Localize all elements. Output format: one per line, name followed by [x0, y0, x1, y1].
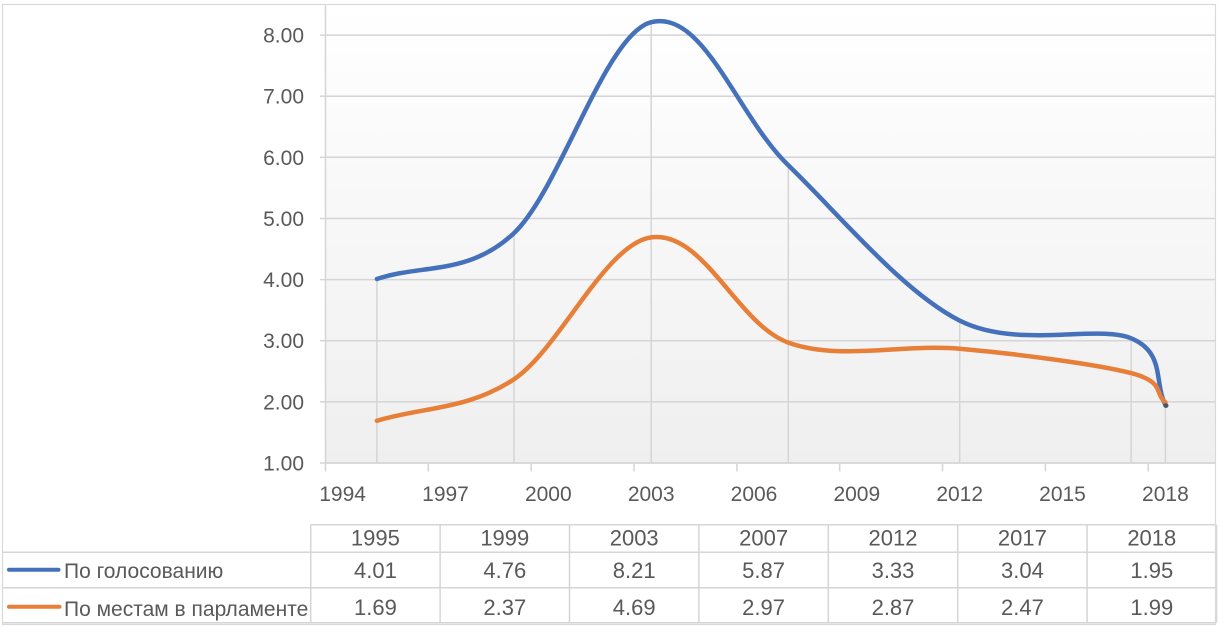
- svg-text:2003: 2003: [610, 525, 659, 550]
- svg-text:3.04: 3.04: [1001, 558, 1044, 583]
- svg-text:1.69: 1.69: [354, 595, 397, 620]
- svg-text:2.47: 2.47: [1001, 595, 1044, 620]
- svg-text:4.76: 4.76: [483, 558, 526, 583]
- svg-text:5.87: 5.87: [742, 558, 785, 583]
- svg-text:2018: 2018: [1142, 483, 1189, 506]
- svg-text:2007: 2007: [739, 525, 788, 550]
- svg-text:4.01: 4.01: [354, 558, 397, 583]
- svg-text:1.00: 1.00: [263, 453, 304, 476]
- svg-text:2000: 2000: [525, 483, 572, 506]
- svg-text:3.33: 3.33: [872, 558, 915, 583]
- svg-text:2018: 2018: [1127, 525, 1176, 550]
- svg-text:3.00: 3.00: [263, 330, 304, 353]
- svg-text:6.00: 6.00: [263, 147, 304, 170]
- svg-text:2.00: 2.00: [263, 391, 304, 414]
- svg-text:8.00: 8.00: [263, 25, 304, 48]
- svg-text:1.99: 1.99: [1130, 595, 1173, 620]
- svg-text:1995: 1995: [351, 525, 400, 550]
- svg-text:2012: 2012: [869, 525, 918, 550]
- svg-text:2006: 2006: [731, 483, 778, 506]
- svg-text:4.69: 4.69: [613, 595, 656, 620]
- svg-text:2012: 2012: [936, 483, 983, 506]
- svg-text:2.37: 2.37: [483, 595, 526, 620]
- svg-text:2003: 2003: [628, 483, 675, 506]
- svg-text:1.95: 1.95: [1130, 558, 1173, 583]
- svg-text:2017: 2017: [998, 525, 1047, 550]
- svg-text:2015: 2015: [1039, 483, 1086, 506]
- svg-text:1994: 1994: [319, 483, 366, 506]
- svg-text:1997: 1997: [422, 483, 469, 506]
- svg-text:7.00: 7.00: [263, 86, 304, 109]
- svg-text:5.00: 5.00: [263, 208, 304, 231]
- svg-text:8.21: 8.21: [613, 558, 656, 583]
- svg-text:2009: 2009: [833, 483, 880, 506]
- svg-text:1999: 1999: [480, 525, 529, 550]
- svg-text:2.97: 2.97: [742, 595, 785, 620]
- svg-text:По местам в парламенте: По местам в парламенте: [64, 598, 308, 621]
- svg-text:4.00: 4.00: [263, 269, 304, 292]
- svg-text:2.87: 2.87: [872, 595, 915, 620]
- svg-text:По голосованию: По голосованию: [64, 560, 223, 583]
